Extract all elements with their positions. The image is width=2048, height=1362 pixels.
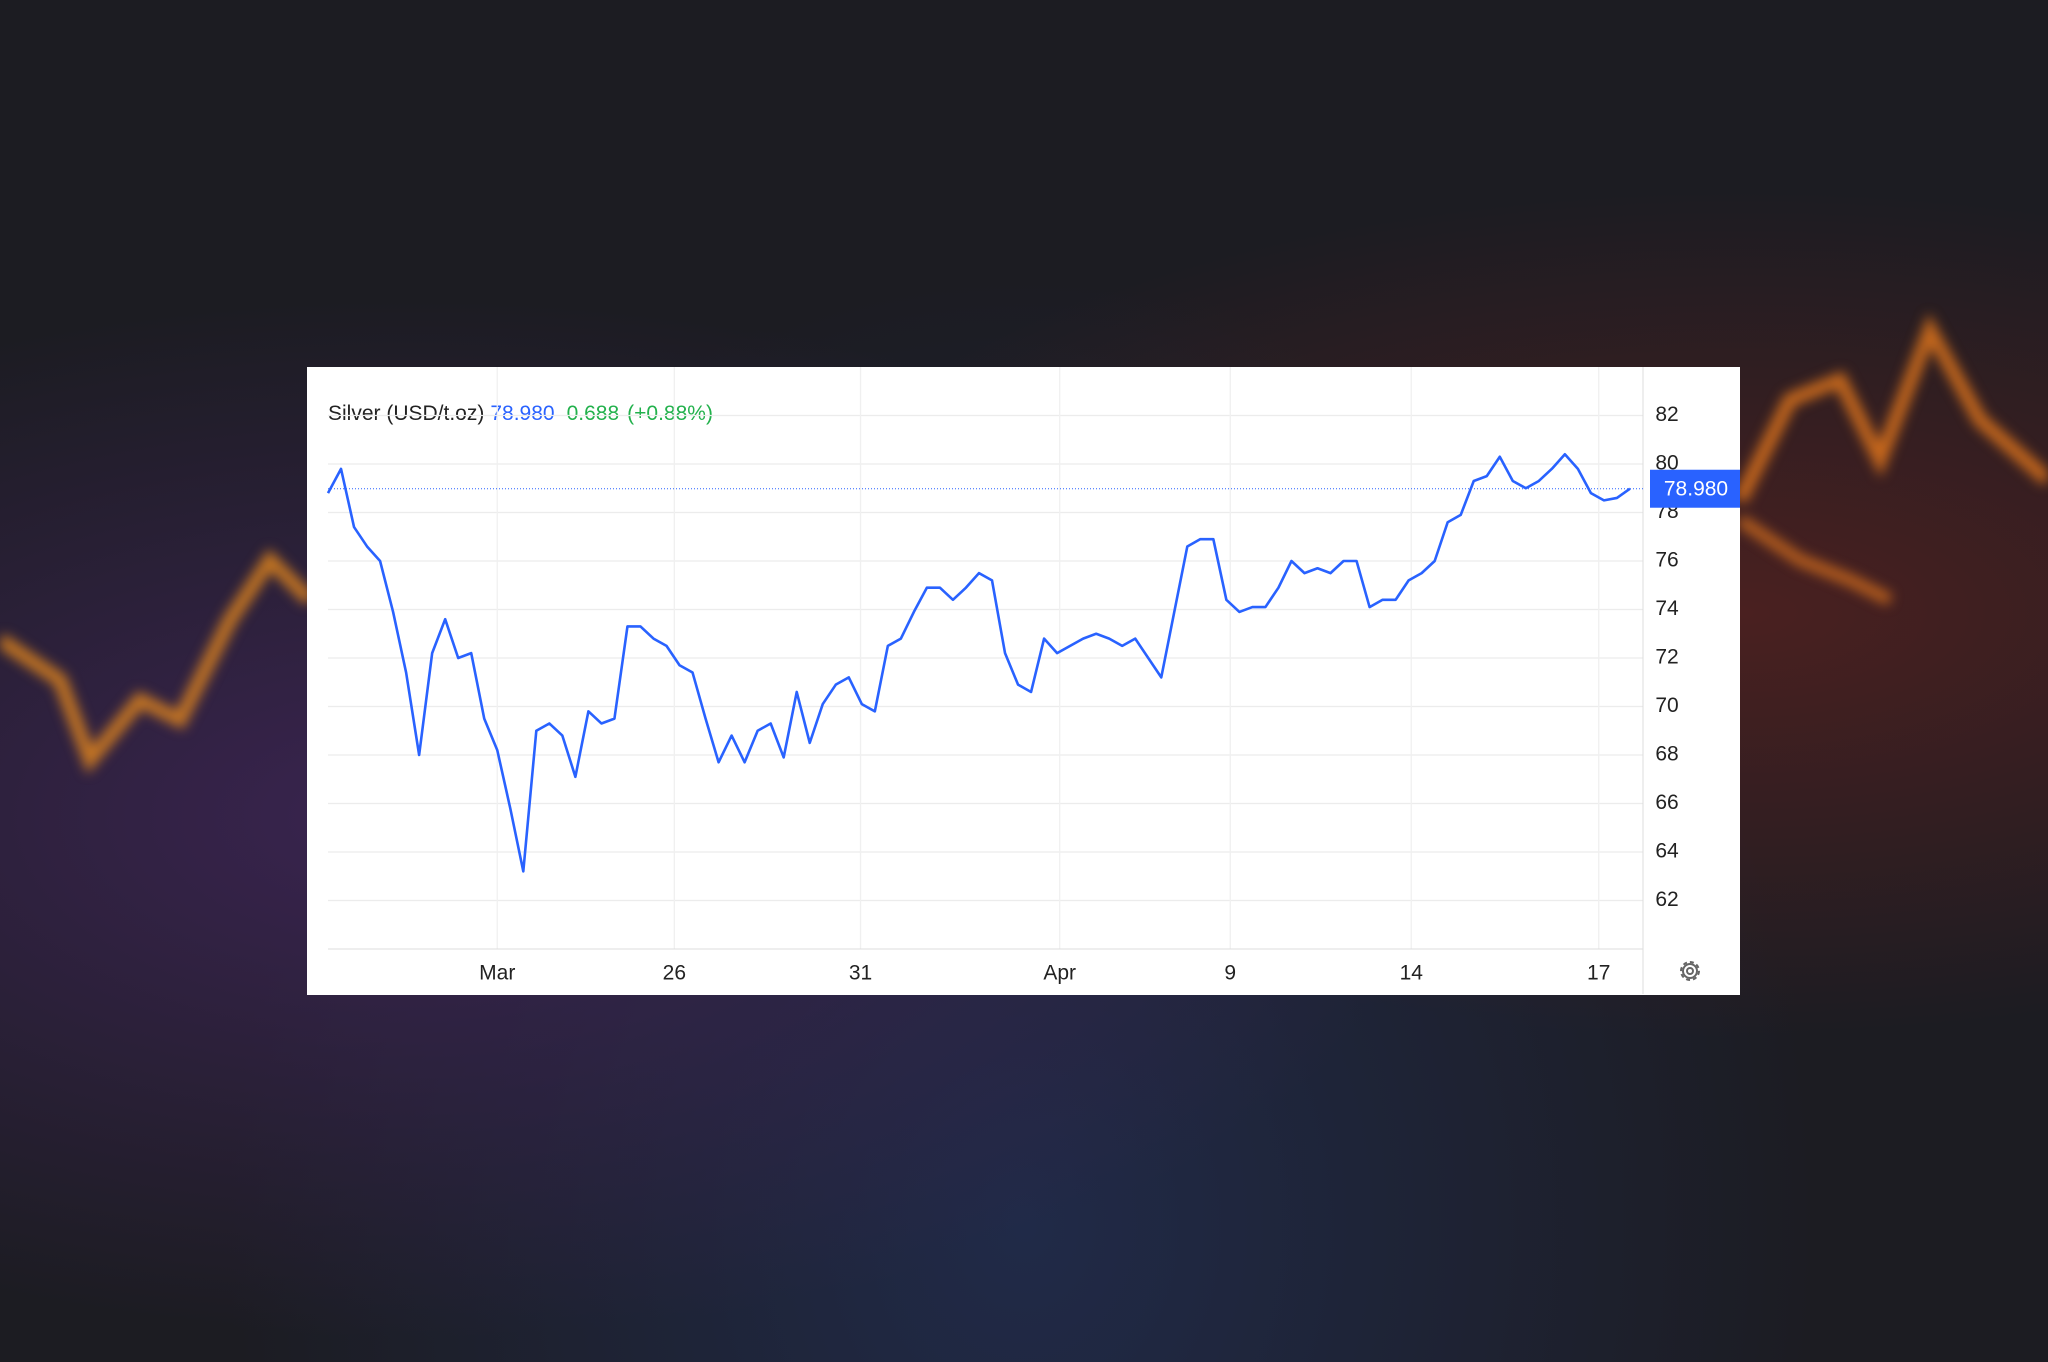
instrument-name: Silver (USD/t.oz) [328, 402, 484, 425]
y-tick-label: 70 [1655, 694, 1678, 717]
y-tick-label: 72 [1655, 646, 1678, 669]
y-tick-label: 82 [1655, 403, 1678, 426]
x-tick-label: 9 [1224, 962, 1236, 985]
price-line [326, 453, 1631, 873]
grid [328, 367, 1643, 949]
y-tick-label: 68 [1655, 743, 1678, 766]
price: 78.980 [490, 402, 554, 425]
y-tick-label: 74 [1655, 597, 1679, 620]
y-tick-label: 64 [1655, 840, 1679, 863]
change: 0.688 [567, 402, 620, 425]
last-price-label: 78.980 [1664, 477, 1728, 500]
change-percent: (+0.88%) [627, 402, 713, 425]
x-tick-label: 26 [663, 962, 686, 985]
y-tick-label: 66 [1655, 791, 1678, 814]
settings-icon[interactable] [1680, 961, 1700, 981]
x-tick-label: 14 [1400, 962, 1424, 985]
chart-title: Silver (USD/t.oz) 78.980 0.688 (+0.88%) [328, 402, 713, 425]
y-tick-label: 62 [1655, 888, 1678, 911]
x-tick-label: Mar [479, 962, 515, 985]
y-tick-label: 76 [1655, 549, 1678, 572]
chart-panel: Silver (USD/t.oz) 78.980 0.688 (+0.88%) 62 6… [307, 367, 1740, 995]
y-tick-label: 80 [1655, 452, 1678, 475]
x-tick-label: 31 [849, 962, 872, 985]
x-tick-label: 17 [1587, 962, 1610, 985]
x-tick-label: Apr [1043, 962, 1076, 985]
last-price-tag [1650, 469, 1740, 508]
